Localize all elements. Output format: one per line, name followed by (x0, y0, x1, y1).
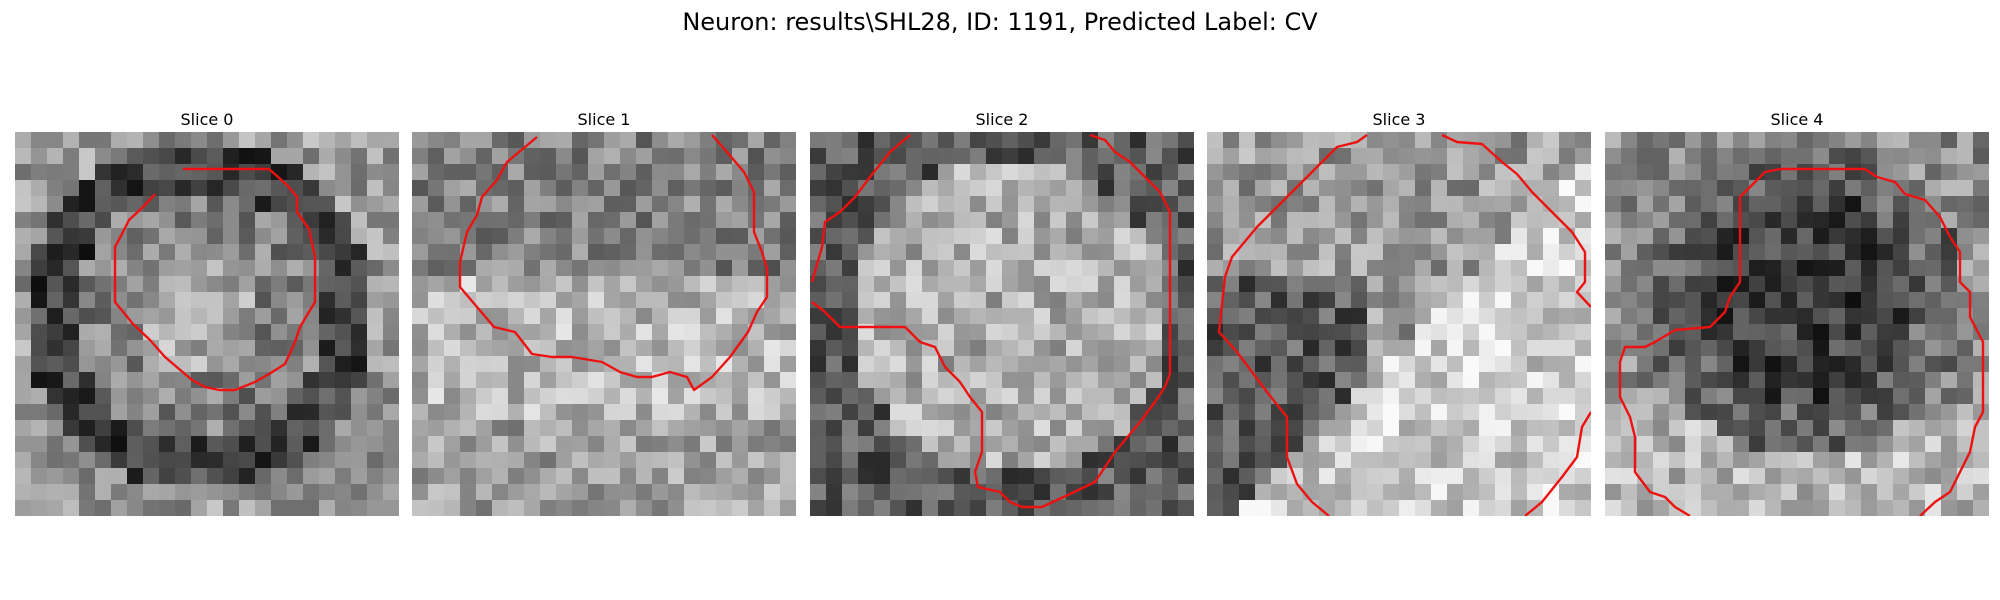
contour-4b (1618, 197, 1742, 516)
grayscale-pixels-3 (1207, 132, 1591, 516)
slice-panel-1: Slice 1 (412, 108, 796, 516)
slice-title-4: Slice 4 (1770, 110, 1824, 129)
grayscale-pixels-0 (15, 132, 399, 516)
contour-3c (1524, 411, 1591, 516)
contour-4a (1739, 167, 1985, 516)
slice-image-4 (1605, 132, 1989, 516)
grayscale-pixels-2 (810, 132, 1194, 516)
slice-title-1: Slice 1 (577, 110, 631, 129)
slice-image-0 (15, 132, 399, 516)
slice-panel-0: Slice 0 (15, 108, 399, 516)
contour-2b (811, 133, 1172, 509)
slice-panel-4: Slice 4 (1605, 108, 1989, 516)
slice-image-2 (810, 132, 1194, 516)
contour-0 (113, 167, 317, 392)
contour-3b (1441, 133, 1591, 308)
slice-title-3: Slice 3 (1372, 110, 1426, 129)
slice-title-0: Slice 0 (180, 110, 234, 129)
slice-title-2: Slice 2 (975, 110, 1029, 129)
figure-title: Neuron: results\SHL28, ID: 1191, Predict… (682, 8, 1318, 36)
slice-image-1 (412, 132, 796, 516)
slice-panel-3: Slice 3 (1207, 108, 1591, 516)
contour-2a (810, 134, 911, 283)
slice-image-3 (1207, 132, 1591, 516)
contour-3a (1217, 134, 1368, 516)
slice-panel-2: Slice 2 (810, 108, 1194, 516)
grayscale-pixels-4 (1605, 132, 1989, 516)
grayscale-pixels-1 (412, 132, 796, 516)
contour-1a (458, 134, 769, 392)
